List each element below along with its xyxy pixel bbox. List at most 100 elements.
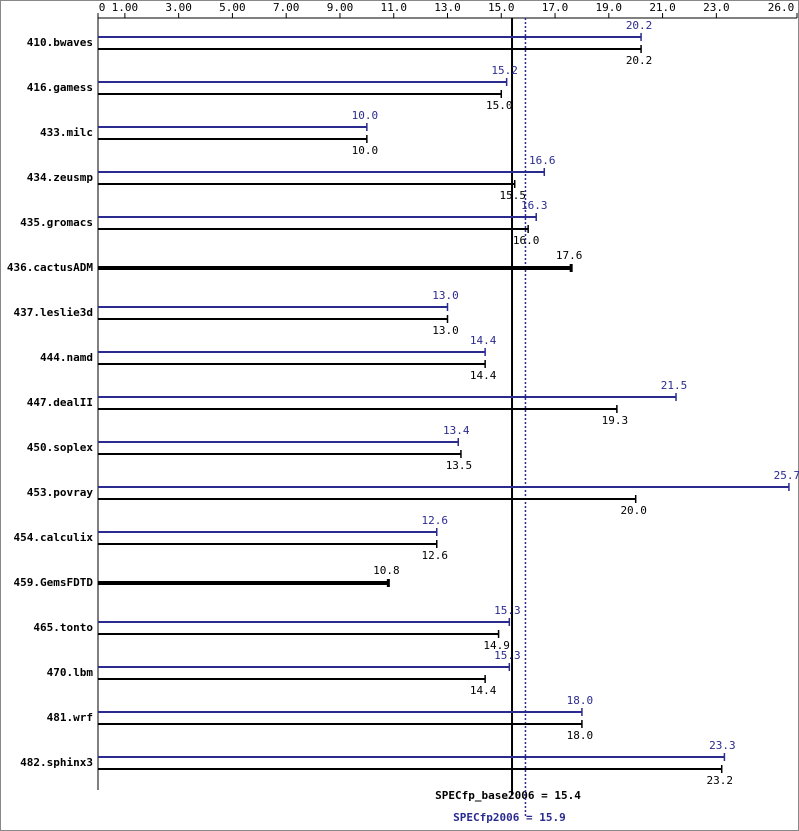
bar bbox=[98, 183, 515, 185]
bar bbox=[98, 216, 537, 218]
x-tick-label: 5.00 bbox=[219, 1, 246, 14]
reference-label: SPECfp2006 = 15.9 bbox=[453, 811, 566, 824]
value-label: 15.5 bbox=[499, 189, 526, 202]
category-label: 459.GemsFDTD bbox=[14, 576, 94, 589]
x-tick-label: 19.0 bbox=[596, 1, 623, 14]
bar bbox=[98, 498, 636, 500]
category-label: 410.bwaves bbox=[27, 36, 93, 49]
x-tick-label: 17.0 bbox=[542, 1, 569, 14]
bar bbox=[98, 171, 545, 173]
value-label: 14.4 bbox=[470, 369, 497, 382]
value-label: 21.5 bbox=[661, 379, 688, 392]
x-tick-label: 1.00 bbox=[112, 1, 139, 14]
x-tick-label: 15.0 bbox=[488, 1, 515, 14]
bar bbox=[98, 306, 448, 308]
value-label: 10.0 bbox=[352, 144, 379, 157]
category-label: 437.leslie3d bbox=[14, 306, 93, 319]
bar bbox=[98, 666, 510, 668]
value-label: 15.3 bbox=[494, 649, 521, 662]
value-label: 23.3 bbox=[709, 739, 736, 752]
value-label: 13.0 bbox=[432, 324, 459, 337]
category-label: 481.wrf bbox=[47, 711, 93, 724]
x-tick-label: 7.00 bbox=[273, 1, 300, 14]
category-label: 447.dealII bbox=[27, 396, 93, 409]
category-label: 434.zeusmp bbox=[27, 171, 94, 184]
bar bbox=[98, 408, 617, 410]
reference-label: SPECfp_base2006 = 15.4 bbox=[435, 789, 581, 802]
x-tick-label: 26.0 bbox=[768, 1, 795, 14]
value-label: 14.4 bbox=[470, 334, 497, 347]
bar bbox=[98, 453, 461, 455]
value-label: 13.4 bbox=[443, 424, 470, 437]
category-label: 436.cactusADM bbox=[7, 261, 93, 274]
x-tick-label: 23.0 bbox=[703, 1, 730, 14]
value-label: 18.0 bbox=[567, 694, 594, 707]
category-label: 416.gamess bbox=[27, 81, 93, 94]
bar bbox=[98, 138, 367, 140]
value-label: 20.2 bbox=[626, 19, 653, 32]
bar bbox=[98, 228, 529, 230]
value-label: 23.2 bbox=[706, 774, 733, 787]
bar bbox=[98, 711, 582, 713]
bar bbox=[98, 441, 459, 443]
category-label: 482.sphinx3 bbox=[20, 756, 93, 769]
value-label: 18.0 bbox=[567, 729, 594, 742]
value-label: 13.0 bbox=[432, 289, 459, 302]
bar bbox=[98, 318, 448, 320]
x-tick-label: 21.0 bbox=[649, 1, 676, 14]
bar bbox=[98, 396, 677, 398]
value-label: 15.3 bbox=[494, 604, 521, 617]
value-label: 10.0 bbox=[352, 109, 379, 122]
category-label: 444.namd bbox=[40, 351, 93, 364]
value-label: 14.9 bbox=[483, 639, 510, 652]
category-label: 454.calculix bbox=[14, 531, 94, 544]
value-label: 13.5 bbox=[446, 459, 473, 472]
value-label: 16.6 bbox=[529, 154, 556, 167]
value-label: 19.3 bbox=[602, 414, 629, 427]
category-label: 450.soplex bbox=[27, 441, 94, 454]
bar bbox=[98, 363, 486, 365]
x-tick-label: 11.0 bbox=[380, 1, 407, 14]
value-label: 20.2 bbox=[626, 54, 653, 67]
bar bbox=[98, 126, 367, 128]
bar bbox=[98, 486, 789, 488]
value-label: 16.3 bbox=[521, 199, 548, 212]
category-label: 453.povray bbox=[27, 486, 94, 499]
category-label: 433.milc bbox=[40, 126, 93, 139]
x-tick-label: 0 bbox=[99, 1, 106, 14]
category-label: 465.tonto bbox=[33, 621, 93, 634]
category-label: 435.gromacs bbox=[20, 216, 93, 229]
bar bbox=[98, 633, 499, 635]
bar bbox=[98, 621, 510, 623]
bar bbox=[98, 678, 486, 680]
bar bbox=[98, 768, 722, 770]
bar bbox=[98, 543, 437, 545]
value-label: 25.7 bbox=[774, 469, 799, 482]
category-label: 470.lbm bbox=[47, 666, 94, 679]
bar bbox=[98, 351, 486, 353]
value-label: 15.2 bbox=[491, 64, 518, 77]
x-tick-label: 13.0 bbox=[434, 1, 461, 14]
bar bbox=[98, 93, 502, 95]
bar bbox=[98, 723, 582, 725]
bar bbox=[98, 756, 725, 758]
value-label: 10.8 bbox=[373, 564, 400, 577]
bar bbox=[98, 36, 642, 38]
value-label: 17.6 bbox=[556, 249, 583, 262]
value-label: 14.4 bbox=[470, 684, 497, 697]
value-label: 16.0 bbox=[513, 234, 540, 247]
x-tick-label: 9.00 bbox=[327, 1, 354, 14]
bar bbox=[98, 266, 572, 270]
x-tick-label: 3.00 bbox=[165, 1, 192, 14]
value-label: 12.6 bbox=[421, 514, 448, 527]
bar bbox=[98, 531, 437, 533]
value-label: 12.6 bbox=[421, 549, 448, 562]
value-label: 15.0 bbox=[486, 99, 513, 112]
value-label: 20.0 bbox=[620, 504, 647, 517]
bar bbox=[98, 581, 389, 585]
bar bbox=[98, 81, 507, 83]
bar bbox=[98, 48, 642, 50]
